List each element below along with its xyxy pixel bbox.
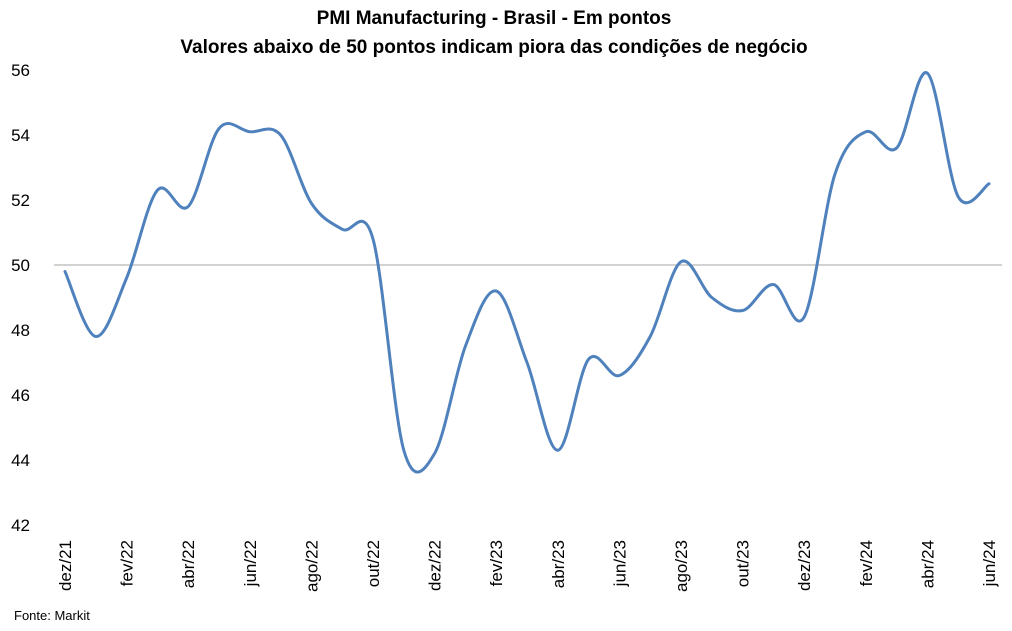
x-tick-label: jun/22 (241, 540, 260, 587)
source-note: Fonte: Markit (14, 608, 90, 623)
y-tick-label: 46 (11, 386, 30, 405)
x-axis-tick-labels: dez/21 fev/22 abr/22 jun/22 ago/22 out/22 dez/… (56, 540, 999, 592)
x-tick-label: ago/22 (302, 540, 321, 592)
x-tick-label: out/23 (734, 540, 753, 587)
x-tick-label: abr/24 (918, 540, 937, 588)
y-tick-label: 54 (11, 126, 30, 145)
x-tick-label: jun/24 (980, 540, 999, 587)
x-tick-label: jun/23 (610, 540, 629, 587)
x-tick-label: fev/23 (487, 540, 506, 586)
x-tick-label: dez/23 (795, 540, 814, 591)
y-tick-label: 48 (11, 321, 30, 340)
y-tick-label: 42 (11, 516, 30, 535)
x-tick-label: out/22 (364, 540, 383, 587)
x-tick-label: ago/23 (672, 540, 691, 592)
y-tick-label: 56 (11, 61, 30, 80)
x-tick-label: dez/21 (56, 540, 75, 591)
y-tick-label: 44 (11, 451, 30, 470)
pmi-series-line (63, 71, 991, 474)
y-axis-tick-labels: 42 44 46 48 50 52 54 56 (11, 61, 30, 535)
chart-subtitle: Valores abaixo de 50 pontos indicam pior… (180, 37, 807, 58)
x-tick-label: dez/22 (426, 540, 445, 591)
x-tick-label: abr/23 (549, 540, 568, 588)
x-tick-label: fev/24 (857, 540, 876, 586)
x-tick-label: abr/22 (179, 540, 198, 588)
y-tick-label: 52 (11, 191, 30, 210)
y-tick-label: 50 (11, 256, 30, 275)
x-tick-label: fev/22 (118, 540, 137, 586)
chart-title: PMI Manufacturing - Brasil - Em pontos (317, 8, 672, 29)
